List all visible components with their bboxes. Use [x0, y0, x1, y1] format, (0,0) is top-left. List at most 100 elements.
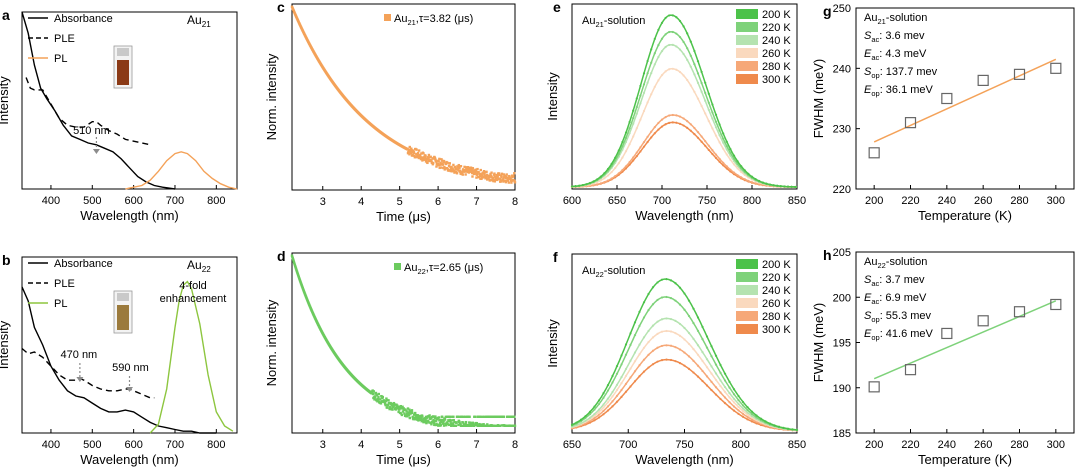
- panel-title-base: Au: [864, 256, 877, 268]
- series-point: [714, 120, 718, 123]
- series-point: [614, 156, 617, 159]
- series-point: [602, 413, 605, 416]
- decay-point: [493, 172, 496, 175]
- decay-point: [451, 168, 455, 171]
- series-point: [711, 127, 714, 130]
- series-point: [779, 185, 782, 188]
- decay-point: [458, 166, 461, 170]
- fit-param-value: : 36.1 meV: [880, 84, 934, 96]
- decay-point: [415, 416, 419, 419]
- series-point: [674, 282, 677, 285]
- series-point: [765, 182, 768, 185]
- series-point: [664, 16, 667, 20]
- decay-point: [450, 419, 454, 422]
- series-point: [711, 111, 714, 114]
- series-point: [728, 380, 731, 383]
- decay-point: [428, 421, 431, 424]
- series-point: [737, 402, 740, 406]
- decay-point: [510, 179, 513, 182]
- y-axis-label: Norm. intensity: [264, 53, 279, 140]
- decay-point: [400, 413, 404, 417]
- series-point: [689, 123, 692, 126]
- data-point: [904, 117, 917, 129]
- decay-point: [490, 171, 493, 174]
- x-tick-label: 800: [207, 195, 225, 207]
- fit-param-sub: op: [871, 71, 879, 80]
- series-point: [671, 30, 674, 34]
- series-point: [588, 416, 592, 419]
- series-point: [675, 68, 678, 71]
- series-point: [711, 103, 714, 106]
- decay-point: [466, 168, 469, 171]
- series-point: [692, 371, 695, 374]
- series-point: [610, 177, 613, 180]
- decay-point: [438, 157, 441, 161]
- series-point: [624, 150, 628, 153]
- decay-point: [474, 172, 477, 175]
- decay-point: [505, 173, 508, 176]
- series-point: [759, 417, 763, 420]
- decay-point: [371, 392, 375, 396]
- decay-point: [423, 420, 427, 424]
- decay-point: [438, 418, 441, 422]
- series-ple-line: [21, 347, 155, 399]
- series-point: [725, 165, 728, 168]
- decay-point: [386, 406, 389, 409]
- series-point: [638, 310, 641, 313]
- decay-point: [390, 404, 393, 407]
- fit-param-symbol: S: [864, 66, 872, 78]
- decay-point: [461, 421, 465, 424]
- y-tick-label: 220: [833, 184, 851, 196]
- x-tick-label: 300: [1047, 439, 1065, 451]
- series-point: [638, 343, 641, 346]
- panel-title-rest: -solution: [604, 15, 646, 27]
- decay-point: [485, 170, 488, 174]
- series-point: [725, 167, 728, 170]
- series-point: [660, 118, 664, 121]
- decay-point: [419, 153, 422, 157]
- series-point: [633, 370, 637, 373]
- series-point: [617, 149, 620, 152]
- series-point: [593, 408, 596, 411]
- decay-point: [477, 415, 480, 418]
- decay-point: [481, 415, 484, 418]
- series-point: [683, 326, 686, 330]
- decay-point: [492, 424, 496, 427]
- enhancement-label: enhancement: [160, 293, 227, 305]
- series-point: [732, 388, 736, 391]
- series-point: [620, 354, 623, 357]
- decay-point: [506, 179, 509, 182]
- series-point: [615, 388, 619, 392]
- series-point: [611, 374, 614, 378]
- fit-param-symbol: S: [864, 310, 872, 322]
- series-point: [606, 405, 610, 408]
- decay-point: [397, 410, 400, 414]
- series-point: [710, 380, 713, 383]
- legend-label: PLE: [54, 278, 75, 290]
- series-point: [635, 112, 638, 115]
- series-point: [596, 183, 599, 186]
- x-tick-label: 800: [743, 195, 761, 207]
- series-point: [732, 409, 736, 412]
- series-point: [689, 65, 692, 68]
- panel-a-data: Absorbance PLE PL Au21 510 nm: [21, 11, 238, 190]
- series-point: [710, 345, 713, 348]
- series-point: [743, 178, 746, 181]
- series-point: [707, 108, 710, 111]
- decay-point: [411, 150, 414, 154]
- y-axis-label: FWHM (meV): [811, 303, 826, 382]
- legend-swatch: [736, 259, 758, 269]
- fit-param-symbol: E: [864, 328, 872, 340]
- decay-point: [408, 416, 412, 420]
- fit-param: Sac: 3.6 mev: [864, 30, 925, 44]
- series-point: [696, 97, 700, 100]
- series-point: [656, 320, 659, 323]
- series-point: [693, 73, 696, 76]
- series-point: [737, 409, 740, 412]
- series-point: [707, 92, 710, 95]
- series-point: [653, 37, 656, 40]
- series-point: [657, 44, 660, 47]
- series-point: [707, 119, 710, 123]
- series-point: [741, 412, 745, 415]
